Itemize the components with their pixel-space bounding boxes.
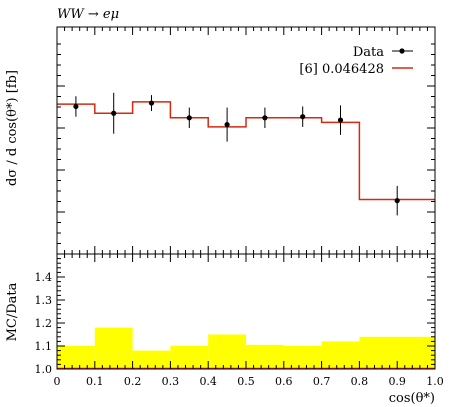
ratio-band-bin bbox=[57, 346, 95, 369]
legend-label-mc: [6] 0.046428 bbox=[299, 62, 384, 77]
main-ticks-group bbox=[56, 27, 436, 255]
legend-label-data: Data bbox=[353, 45, 384, 60]
legend: Data [6] 0.046428 bbox=[299, 45, 413, 77]
ratio-x-tick-label: 0.7 bbox=[313, 375, 331, 388]
data-point bbox=[224, 122, 230, 128]
ratio-y-tick-label: 1.2 bbox=[35, 317, 53, 330]
ratio-y-tick-label: 1.1 bbox=[35, 340, 53, 353]
ratio-band-bin bbox=[321, 341, 360, 369]
ratio-x-tick-label: 1.0 bbox=[426, 375, 444, 388]
ratio-band-bin bbox=[132, 350, 171, 369]
ratio-ylabel: MC/Data bbox=[5, 282, 20, 341]
ratio-band-bin bbox=[246, 344, 284, 369]
ratio-x-tick-label: 0.9 bbox=[388, 375, 406, 388]
ratio-y-tick-label: 1.3 bbox=[35, 294, 53, 307]
ratio-y-tick-label: 1.0 bbox=[35, 363, 53, 376]
main-ylabel: dσ / d cos(θ*) [fb] bbox=[5, 70, 20, 186]
ratio-band-bin bbox=[208, 334, 246, 369]
ratio-xlabel: cos(θ*) bbox=[389, 391, 435, 406]
mc-histogram-group bbox=[57, 101, 435, 201]
mc-histogram-line bbox=[57, 101, 435, 201]
data-point bbox=[73, 103, 79, 110]
data-point bbox=[186, 115, 192, 121]
ratio-x-tick-label: 0.5 bbox=[237, 375, 255, 388]
ratio-band-bin bbox=[94, 327, 133, 369]
ratio-x-tick-label: 0.8 bbox=[351, 375, 369, 388]
ratio-band-bin bbox=[283, 346, 322, 369]
ratio-ticks-group: 0 0.1 0.2 0.3 0.4 0.5 0.6 0.7 0.8 0.9 1.0 1.0 1.1 1.2… bbox=[35, 253, 444, 388]
data-point bbox=[111, 110, 117, 116]
ratio-x-tick-label: 0.2 bbox=[124, 375, 142, 388]
chart-title: WW → eμ bbox=[57, 7, 119, 22]
ratio-x-tick-label: 0.4 bbox=[199, 375, 217, 388]
legend-marker-data-point bbox=[399, 48, 405, 54]
data-point bbox=[394, 198, 400, 204]
data-point bbox=[262, 115, 268, 121]
ratio-x-tick-label: 0 bbox=[54, 375, 61, 388]
data-point bbox=[148, 100, 155, 106]
data-points-group bbox=[73, 92, 400, 216]
ratio-band-group bbox=[57, 327, 435, 369]
ratio-x-tick-label: 0.3 bbox=[162, 375, 180, 388]
ratio-x-tick-label: 0.6 bbox=[275, 375, 293, 388]
ratio-y-tick-label: 1.4 bbox=[35, 271, 53, 284]
data-point bbox=[300, 114, 306, 120]
ratio-plot-frame bbox=[56, 253, 436, 370]
data-point bbox=[337, 117, 344, 123]
ratio-x-tick-label: 0.1 bbox=[86, 375, 104, 388]
ratio-band-bin bbox=[170, 346, 209, 369]
